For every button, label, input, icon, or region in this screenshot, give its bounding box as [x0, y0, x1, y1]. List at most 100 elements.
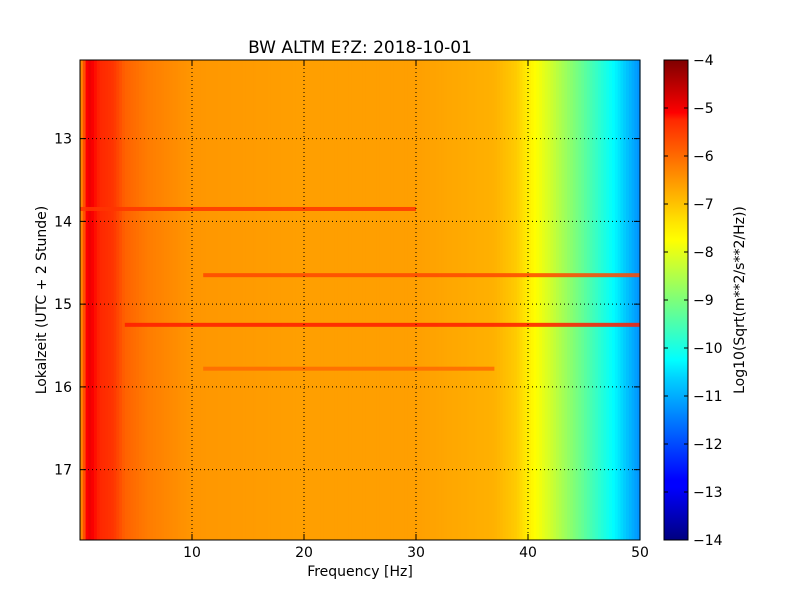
spectrogram-cell [136, 60, 140, 540]
spectrogram-cell [522, 60, 526, 540]
spectrogram-cell [575, 60, 579, 540]
spectrogram-cell [119, 60, 123, 540]
x-axis-label: Frequency [Hz] [307, 564, 413, 580]
spectrogram-cell [124, 60, 129, 540]
spectrogram-cell [460, 60, 465, 540]
spectrogram-cell [287, 60, 291, 540]
spectrogram-cell [455, 60, 459, 540]
colorbar-ticks: −4 −5 −6 −7 −8 −9 −10 −11 −12 −13 −14 [664, 53, 723, 549]
x-tick-label: 10 [183, 545, 201, 561]
spectrogram-cell [105, 60, 109, 540]
spectrogram-cell [194, 60, 199, 540]
spectrogram-cell [211, 60, 215, 540]
spectrogram-cell [166, 60, 171, 540]
x-tick-label: 20 [295, 545, 313, 561]
spectrogram-cell [488, 60, 493, 540]
spectrogram-cell [564, 60, 568, 540]
spectrogram-cell [634, 60, 638, 540]
spectrogram-cell [477, 60, 481, 540]
spectrogram-cell [267, 60, 271, 540]
spectrogram-cell [304, 60, 308, 540]
spectrogram-cell [206, 60, 210, 540]
spectrogram-cell [113, 60, 117, 540]
spectrogram-cell [480, 60, 484, 540]
spectrogram-cell [430, 60, 434, 540]
spectrogram-cell [346, 60, 350, 540]
spectrogram-cell [584, 60, 588, 540]
colorbar-tick-label: −7 [693, 197, 714, 213]
spectrogram-cell [102, 60, 106, 540]
x-axis-ticks: 10 20 30 40 50 [183, 60, 649, 561]
x-tick-label: 50 [631, 545, 649, 561]
spectrogram-cell [427, 60, 431, 540]
spectrogram-cell [183, 60, 187, 540]
spectrogram-cell [217, 60, 221, 540]
spectrogram-cell [466, 60, 470, 540]
spectrogram-cell [416, 60, 420, 540]
spectrogram-cell [253, 60, 257, 540]
spectrogram-cell [326, 60, 330, 540]
y-tick-label: 17 [54, 463, 72, 479]
spectrogram-cell [150, 60, 154, 540]
spectrogram-cell [116, 60, 120, 540]
spectrogram-band [203, 273, 640, 278]
spectrogram-cell [250, 60, 255, 540]
spectrogram-cell [469, 60, 473, 540]
spectrogram-cell [578, 60, 582, 540]
colorbar-tick-label: −8 [693, 245, 714, 261]
spectrogram-cell [197, 60, 201, 540]
spectrogram-cell [158, 60, 162, 540]
spectrogram-cell [514, 60, 518, 540]
spectrogram-cell [334, 60, 339, 540]
spectrogram-cell [365, 60, 369, 540]
spectrogram-cell [242, 60, 246, 540]
x-tick-label: 30 [407, 545, 425, 561]
spectrogram-cell [511, 60, 515, 540]
spectrogram-cell [637, 60, 641, 540]
spectrogram-cell [424, 60, 428, 540]
spectrogram-cell [393, 60, 397, 540]
spectrogram-cell [432, 60, 437, 540]
spectrogram-cell [312, 60, 316, 540]
spectrogram-cell [362, 60, 367, 540]
spectrogram-cell [558, 60, 563, 540]
spectrogram-cell [91, 60, 95, 540]
spectrogram-cell [458, 60, 462, 540]
y-tick-label: 16 [54, 380, 72, 396]
spectrogram-cell [390, 60, 395, 540]
spectrogram-cell [402, 60, 406, 540]
spectrogram-cell [281, 60, 285, 540]
spectrogram-cell [404, 60, 409, 540]
spectrogram-cell [500, 60, 504, 540]
y-axis-ticks: 13 14 15 16 17 [54, 132, 640, 479]
spectrogram-cell [332, 60, 336, 540]
spectrogram-cell [264, 60, 269, 540]
spectrogram-cell [306, 60, 311, 540]
spectrogram-cell [368, 60, 372, 540]
spectrogram-cell [138, 60, 143, 540]
x-tick-label: 40 [519, 545, 537, 561]
colorbar-label: Log10(Sqrt(m**2/s**2/Hz)) [732, 206, 748, 394]
spectrogram-cell [127, 60, 131, 540]
spectrogram-cell [155, 60, 159, 540]
spectrogram-cell [228, 60, 232, 540]
spectrogram-band [80, 206, 416, 211]
spectrogram-cell [351, 60, 355, 540]
spectrogram-cell [273, 60, 277, 540]
spectrogram-cell [169, 60, 173, 540]
spectrogram-cell [516, 60, 521, 540]
spectrogram-cell [472, 60, 476, 540]
spectrogram-cell [497, 60, 501, 540]
spectrogram-cell [623, 60, 627, 540]
spectrogram-cell [164, 60, 168, 540]
spectrogram-cell [542, 60, 546, 540]
spectrogram-cell [80, 60, 84, 540]
spectrogram-cell [449, 60, 453, 540]
spectrogram-cell [586, 60, 591, 540]
spectrogram-cell [329, 60, 333, 540]
spectrogram-cell [617, 60, 621, 540]
spectrogram-cell [410, 60, 414, 540]
spectrogram-band [124, 322, 641, 327]
spectrogram-cell [354, 60, 358, 540]
